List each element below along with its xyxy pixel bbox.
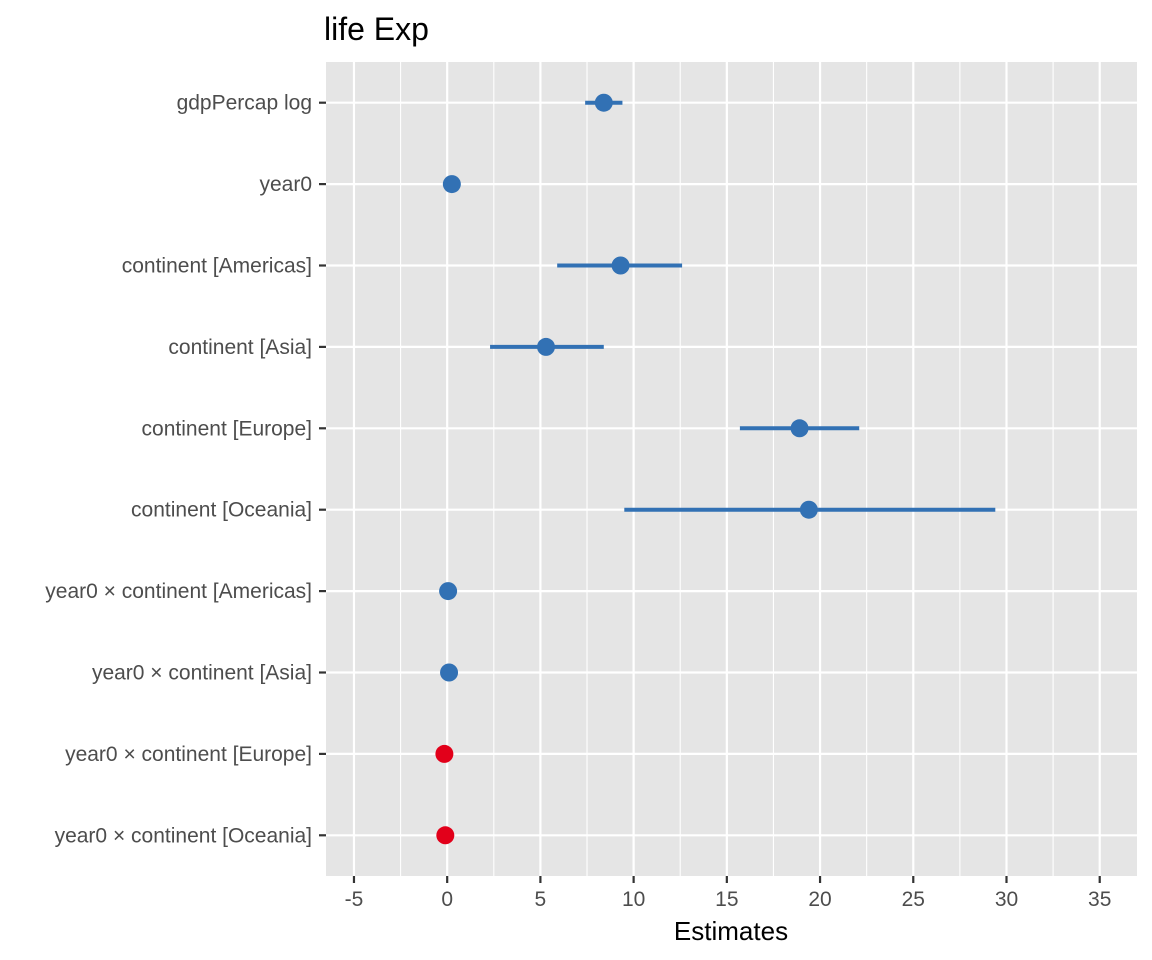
estimate-point (440, 663, 459, 682)
y-tick-label: year0 × continent [Asia] (92, 662, 312, 685)
x-tick-label: 30 (995, 888, 1018, 911)
plot-panel (326, 62, 1137, 876)
major-gridlines (326, 62, 1137, 876)
x-tick-label: 25 (902, 888, 925, 911)
y-tick-label: year0 × continent [Americas] (45, 580, 312, 603)
x-tick-label: 5 (535, 888, 547, 911)
y-axis: gdpPercap log year0 continent [Americas] co… (45, 92, 326, 847)
y-tick-label: year0 × continent [Oceania] (55, 824, 312, 847)
y-tick-label: year0 × continent [Europe] (65, 743, 312, 766)
y-tick-label: continent [Europe] (142, 417, 312, 440)
estimate-point (439, 582, 458, 601)
x-tick-label: -5 (345, 888, 364, 911)
minor-gridlines (400, 62, 1054, 876)
x-tick-label: 0 (441, 888, 453, 911)
estimate-point (790, 419, 809, 438)
y-tick-label: year0 (259, 173, 312, 196)
y-tick-label: gdpPercap log (177, 92, 312, 115)
x-tick-label: 20 (808, 888, 831, 911)
estimate-point (436, 826, 455, 845)
estimate-points (435, 93, 818, 845)
y-tick-label: continent [Oceania] (131, 499, 312, 522)
x-tick-label: 15 (715, 888, 738, 911)
x-tick-label: 35 (1088, 888, 1111, 911)
estimate-point (594, 93, 613, 112)
y-tick-label: continent [Americas] (122, 255, 312, 278)
estimate-point (536, 337, 555, 356)
chart-title: life Exp (324, 11, 429, 47)
estimate-point (611, 256, 630, 275)
x-axis: -5 0 5 10 15 20 25 30 35 (345, 876, 1111, 911)
estimate-point (799, 500, 818, 519)
y-tick-label: continent [Asia] (168, 336, 312, 359)
estimate-point (442, 175, 461, 194)
x-axis-label: Estimates (674, 916, 788, 946)
estimate-point (435, 744, 454, 763)
x-tick-label: 10 (622, 888, 645, 911)
